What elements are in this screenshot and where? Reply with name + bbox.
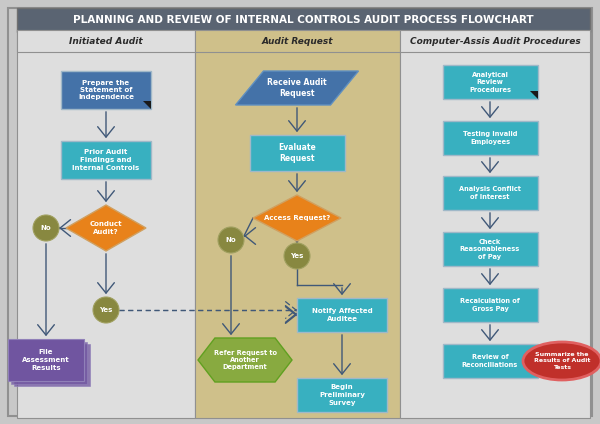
Text: Notify Affected
Auditee: Notify Affected Auditee bbox=[311, 308, 373, 322]
Text: Yes: Yes bbox=[290, 253, 304, 259]
Circle shape bbox=[284, 243, 310, 269]
Text: Check
Reasonableness
of Pay: Check Reasonableness of Pay bbox=[460, 238, 520, 259]
FancyBboxPatch shape bbox=[17, 8, 590, 32]
FancyBboxPatch shape bbox=[195, 30, 400, 52]
FancyBboxPatch shape bbox=[400, 30, 590, 418]
FancyBboxPatch shape bbox=[14, 344, 90, 386]
Text: PLANNING AND REVIEW OF INTERNAL CONTROLS AUDIT PROCESS FLOWCHART: PLANNING AND REVIEW OF INTERNAL CONTROLS… bbox=[73, 15, 534, 25]
Text: Conduct
Audit?: Conduct Audit? bbox=[89, 221, 122, 235]
Text: Audit Request: Audit Request bbox=[262, 36, 333, 45]
Text: Testing Invalid
Employees: Testing Invalid Employees bbox=[463, 131, 517, 145]
FancyBboxPatch shape bbox=[443, 65, 538, 99]
FancyBboxPatch shape bbox=[195, 30, 400, 418]
Text: File
Assessment
Results: File Assessment Results bbox=[22, 349, 70, 371]
FancyBboxPatch shape bbox=[8, 8, 592, 416]
Polygon shape bbox=[235, 71, 359, 105]
FancyBboxPatch shape bbox=[11, 342, 87, 384]
Text: Review of
Reconciliations: Review of Reconciliations bbox=[462, 354, 518, 368]
Text: Analysis Conflict
of Interest: Analysis Conflict of Interest bbox=[459, 186, 521, 200]
Text: Access Request?: Access Request? bbox=[264, 215, 330, 221]
FancyBboxPatch shape bbox=[8, 339, 84, 381]
FancyBboxPatch shape bbox=[61, 141, 151, 179]
Text: Initiated Audit: Initiated Audit bbox=[69, 36, 143, 45]
Polygon shape bbox=[198, 338, 292, 382]
Text: Analytical
Review
Procedures: Analytical Review Procedures bbox=[469, 72, 511, 92]
FancyBboxPatch shape bbox=[443, 344, 538, 378]
Text: Prepare the
Statement of
Independence: Prepare the Statement of Independence bbox=[78, 80, 134, 100]
Polygon shape bbox=[530, 91, 538, 99]
FancyBboxPatch shape bbox=[443, 288, 538, 322]
FancyBboxPatch shape bbox=[400, 30, 590, 52]
FancyBboxPatch shape bbox=[443, 121, 538, 155]
FancyBboxPatch shape bbox=[17, 30, 195, 52]
Text: No: No bbox=[41, 225, 52, 231]
Ellipse shape bbox=[523, 342, 600, 380]
Text: No: No bbox=[226, 237, 236, 243]
FancyBboxPatch shape bbox=[17, 30, 195, 418]
Text: Recalculation of
Gross Pay: Recalculation of Gross Pay bbox=[460, 298, 520, 312]
Text: Begin
Preliminary
Survey: Begin Preliminary Survey bbox=[319, 385, 365, 405]
FancyBboxPatch shape bbox=[250, 135, 344, 171]
Polygon shape bbox=[66, 205, 146, 251]
Text: Evaluate
Request: Evaluate Request bbox=[278, 143, 316, 163]
Circle shape bbox=[93, 297, 119, 323]
Text: Receive Audit
Request: Receive Audit Request bbox=[267, 78, 327, 98]
Circle shape bbox=[218, 227, 244, 253]
FancyBboxPatch shape bbox=[297, 298, 387, 332]
FancyBboxPatch shape bbox=[297, 378, 387, 412]
Text: Computer-Assis Audit Procedures: Computer-Assis Audit Procedures bbox=[410, 36, 580, 45]
FancyBboxPatch shape bbox=[443, 176, 538, 210]
Text: Summarize the
Results of Audit
Tests: Summarize the Results of Audit Tests bbox=[534, 352, 590, 370]
FancyBboxPatch shape bbox=[61, 71, 151, 109]
Polygon shape bbox=[253, 195, 341, 241]
Circle shape bbox=[33, 215, 59, 241]
Polygon shape bbox=[143, 101, 151, 109]
Text: Refer Request to
Another
Department: Refer Request to Another Department bbox=[214, 349, 277, 371]
FancyBboxPatch shape bbox=[443, 232, 538, 266]
Text: Prior Audit
Findings and
Internal Controls: Prior Audit Findings and Internal Contro… bbox=[73, 150, 140, 170]
Text: Yes: Yes bbox=[100, 307, 113, 313]
